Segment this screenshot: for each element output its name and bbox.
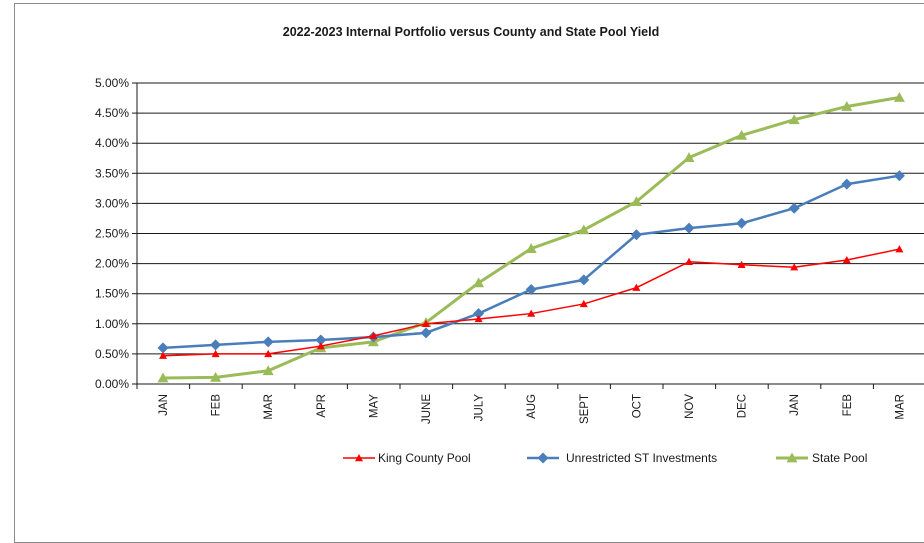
data-point [422,319,430,327]
legend-label: King County Pool [378,451,471,465]
chart-frame [14,3,924,543]
data-point [683,152,695,163]
y-tick-label: 3.50% [95,166,129,180]
data-point [262,336,274,348]
data-point [525,243,537,253]
x-tick-label: JUNE [421,394,433,424]
legend-label: Unrestricted ST Investments [566,451,717,465]
y-tick-label: 2.00% [95,257,129,271]
x-tick-label: JAN [158,394,170,416]
data-point [159,351,167,359]
y-tick-label: 3.00% [95,196,129,210]
x-tick-label: NOV [684,394,696,419]
data-point [788,114,800,125]
gridlines [132,82,924,385]
x-tick-label: DEC [737,394,749,418]
data-point [316,342,325,350]
x-tick-label: SEPT [579,394,591,424]
x-tick-label: APR [316,394,328,418]
x-axis-ticks: JAN FEB MAR APR MAY JUNE JULY AUG SEPT OCT NOV DEC J… [136,384,906,424]
data-point [630,196,642,206]
data-point [630,229,642,241]
series-line [162,248,900,357]
data-point [683,222,695,234]
legend-item: State Pool [776,451,867,465]
series-unrestricted-st-investments [157,170,905,354]
legend-item: King County Pool [343,451,471,465]
line-chart: 2022-2023 Internal Portfolio versus Coun… [95,25,924,465]
legend-swatch-marker [786,452,798,463]
y-tick-label: 4.50% [95,106,129,120]
data-point [157,372,169,383]
data-point [473,308,485,320]
data-point [736,129,748,140]
data-point [473,277,485,288]
data-point [841,100,853,111]
data-point [262,365,274,376]
series-line [162,95,900,380]
data-point [736,217,748,229]
x-tick-label: MAR [894,394,906,420]
x-tick-label: FEB [211,394,223,417]
data-point [841,178,853,190]
x-tick-label: AUG [526,394,538,419]
data-point [632,283,641,291]
data-point [578,274,590,286]
series-king-county-pool [159,245,904,359]
x-tick-label: JULY [474,394,486,422]
x-tick-label: MAY [368,394,380,418]
data-point [210,339,222,351]
y-tick-label: 0.00% [95,377,129,391]
legend-swatch-marker [355,454,363,462]
data-point [895,245,904,253]
data-point [788,202,800,214]
data-point [527,309,536,317]
legend-item: Unrestricted ST Investments [527,451,717,465]
data-point [737,260,746,269]
data-point [157,342,169,354]
y-tick-label: 4.00% [95,136,129,150]
x-tick-label: FEB [842,394,854,417]
data-point [420,327,432,339]
data-point [211,349,220,358]
data-point [893,170,905,182]
data-point [579,299,588,308]
y-tick-label: 2.50% [95,227,129,241]
y-tick-label: 1.50% [95,287,129,301]
data-point [264,349,273,358]
y-axis-ticks: 0.00% 0.50% 1.00% 1.50% 2.00% 2.50% 3.00% 3.50%… [95,76,129,391]
data-point [578,224,590,235]
series-group [157,91,905,383]
series-line [162,174,900,350]
series-state-pool [157,91,905,383]
x-tick-label: JAN [789,394,801,416]
y-tick-label: 0.50% [95,347,129,361]
data-point [790,263,799,271]
legend: King County Pool Unrestricted ST Investme… [343,451,867,465]
legend-swatch-marker [537,452,549,464]
chart-title: 2022-2023 Internal Portfolio versus Coun… [283,25,660,39]
data-point [525,283,537,295]
y-tick-label: 1.00% [95,317,129,331]
data-point [474,314,483,323]
y-tick-label: 5.00% [95,76,129,90]
data-point [842,255,851,264]
x-tick-label: MAR [263,394,275,420]
legend-label: State Pool [812,451,867,465]
x-tick-label: OCT [631,394,643,418]
data-point [893,91,905,102]
data-point [210,371,222,382]
data-point [369,331,378,340]
data-point [315,334,327,346]
data-point [685,257,693,265]
